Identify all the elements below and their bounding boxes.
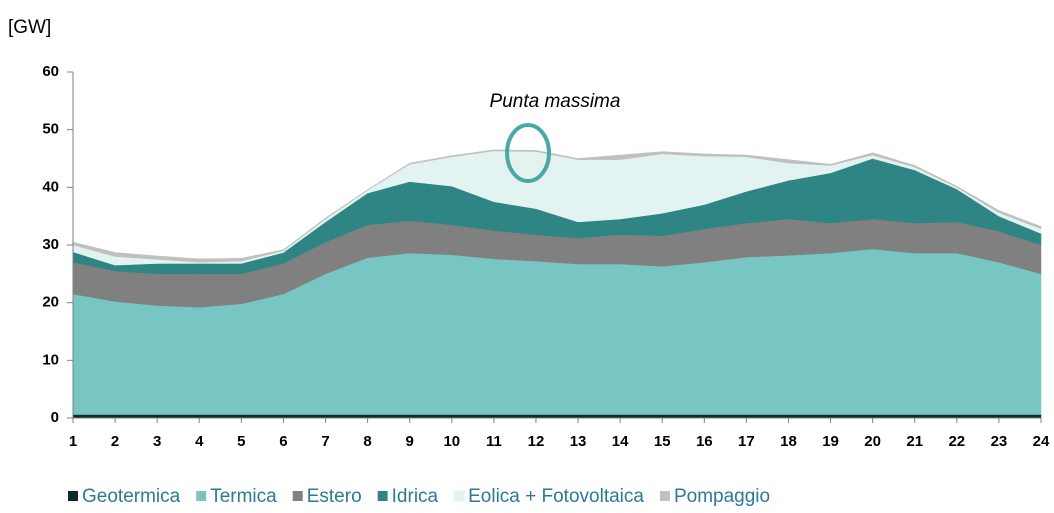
- legend-swatch: [196, 491, 207, 501]
- x-tick-label: 8: [363, 433, 371, 450]
- legend-label: Idrica: [392, 486, 439, 507]
- area: [72, 149, 1042, 263]
- annotation: Punta massima: [490, 91, 621, 112]
- x-tick-label: 7: [321, 433, 329, 450]
- legend-label: Termica: [210, 486, 277, 507]
- x-tick-label: 23: [991, 433, 1008, 450]
- y-tick-label: 10: [42, 351, 59, 368]
- y-tick-label: 0: [51, 409, 59, 426]
- y-tick-label: 20: [42, 294, 59, 311]
- x-tick-label: 5: [237, 433, 245, 450]
- legend-swatch: [659, 491, 670, 501]
- legend-swatch: [68, 491, 78, 501]
- legend-label: Estero: [307, 486, 362, 507]
- y-tick-label: 30: [42, 236, 59, 253]
- x-tick-label: 17: [738, 433, 755, 450]
- x-tick-label: 21: [906, 433, 923, 450]
- x-tick-label: 1: [69, 433, 77, 450]
- x-tick-label: 14: [612, 433, 629, 450]
- x-tick-label: 3: [153, 433, 161, 450]
- legend-label: Pompaggio: [674, 486, 770, 507]
- areas: [72, 149, 1042, 419]
- area: [72, 414, 1042, 419]
- y-tick-label: 60: [42, 63, 59, 80]
- x-tick-label: 20: [864, 433, 881, 450]
- x-tick-label: 19: [822, 433, 839, 450]
- x-tick-label: 15: [654, 433, 671, 450]
- x-tick-label: 4: [195, 433, 204, 450]
- x-tick-label: 22: [948, 433, 965, 450]
- x-tick-label: 2: [111, 433, 119, 450]
- x-tick-label: 9: [406, 433, 414, 450]
- legend-swatch: [292, 491, 303, 501]
- x-tick-label: 24: [1033, 433, 1050, 450]
- y-tick-label: 50: [42, 121, 59, 138]
- x-tick-label: 10: [443, 433, 460, 450]
- legend-label: Geotermica: [82, 486, 181, 507]
- legend-swatch: [377, 491, 388, 501]
- y-axis-label: [GW]: [8, 17, 51, 38]
- x-tick-label: 6: [279, 433, 287, 450]
- x-tick-label: 16: [696, 433, 713, 450]
- y-tick-label: 40: [42, 178, 59, 195]
- legend-swatch: [453, 490, 465, 502]
- highlight-circle: [505, 123, 551, 183]
- x-tick-label: 12: [528, 433, 545, 450]
- legend-label: Eolica + Fotovoltaica: [468, 486, 644, 507]
- x-tick-label: 18: [780, 433, 797, 450]
- x-tick-label: 13: [570, 433, 587, 450]
- x-tick-label: 11: [486, 433, 502, 450]
